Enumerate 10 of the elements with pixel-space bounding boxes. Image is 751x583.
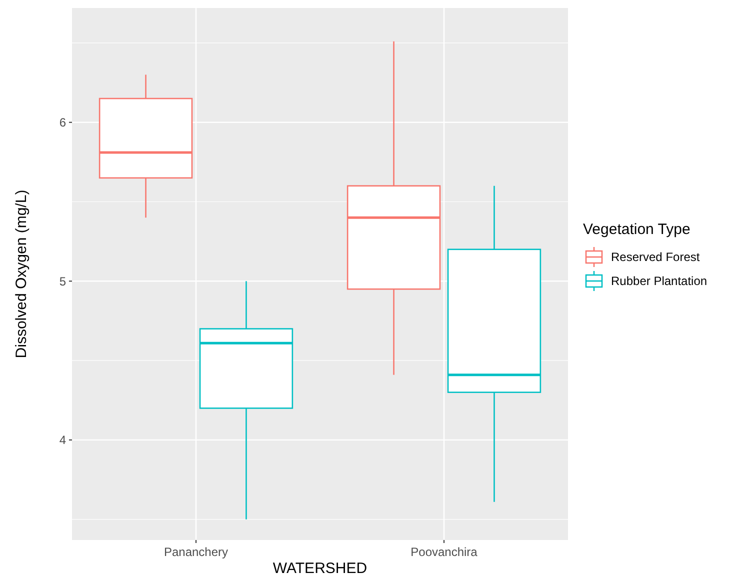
legend-label: Reserved Forest (611, 250, 700, 264)
y-tick-label: 5 (59, 274, 66, 288)
x-tick-label: Poovanchira (410, 545, 478, 559)
x-tick-label: Pananchery (164, 545, 228, 559)
legend-title: Vegetation Type (583, 221, 690, 238)
y-axis-title: Dissolved Oxygen (mg/L) (13, 190, 30, 358)
x-axis-title: WATERSHED (272, 560, 368, 577)
y-tick-label: 4 (59, 433, 66, 448)
y-tick-label: 6 (59, 116, 66, 130)
legend-label: Rubber Plantation (611, 274, 708, 288)
